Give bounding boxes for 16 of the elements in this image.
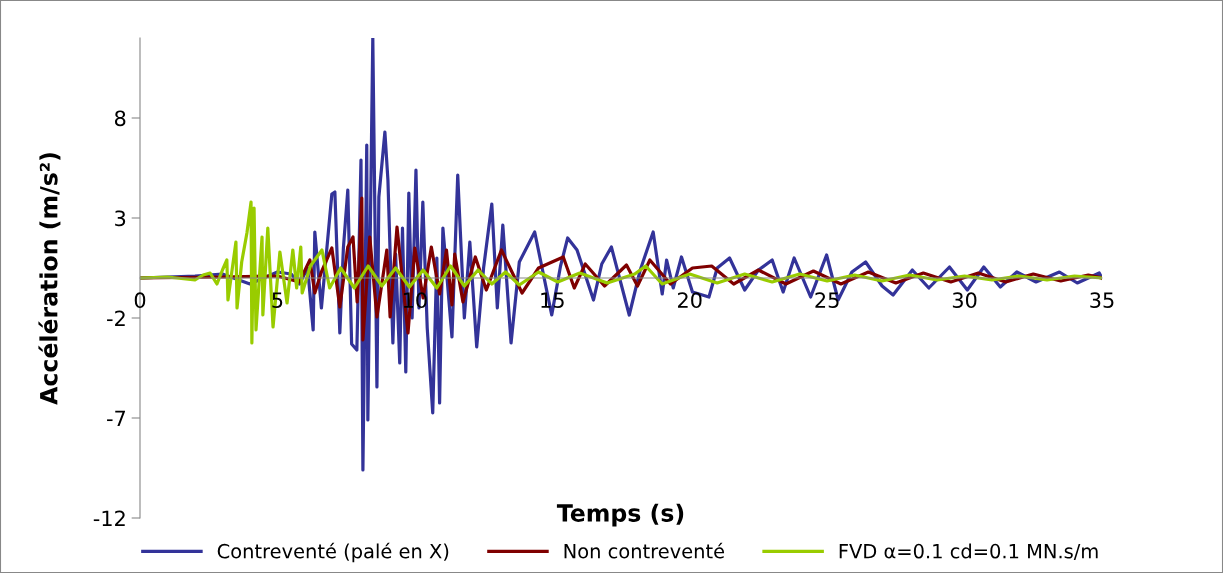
y-tick-label: -7	[107, 410, 126, 426]
legend-label: Contreventé (palé en X)	[217, 542, 449, 563]
legend-label: FVD α=0.1 cd=0.1 MN.s/m	[839, 543, 1098, 561]
x-tick-label: 20	[677, 292, 702, 309]
y-tick-label: 3	[115, 210, 126, 227]
y-tick-label: -2	[107, 310, 125, 326]
y-tick-label: -12	[93, 510, 125, 526]
x-tick-label: 35	[1090, 292, 1114, 309]
x-tick-label: 10	[403, 292, 427, 309]
x-tick-label: 0	[134, 292, 146, 309]
legend-label: Non contreventé	[564, 542, 725, 559]
y-axis-title: Accélération (m/s²)	[38, 153, 61, 405]
x-tick-label: 30	[952, 292, 977, 309]
x-axis-title: Temps (s)	[556, 503, 684, 527]
y-tick-label: 8	[114, 110, 126, 127]
x-tick-label: 25	[815, 292, 839, 309]
